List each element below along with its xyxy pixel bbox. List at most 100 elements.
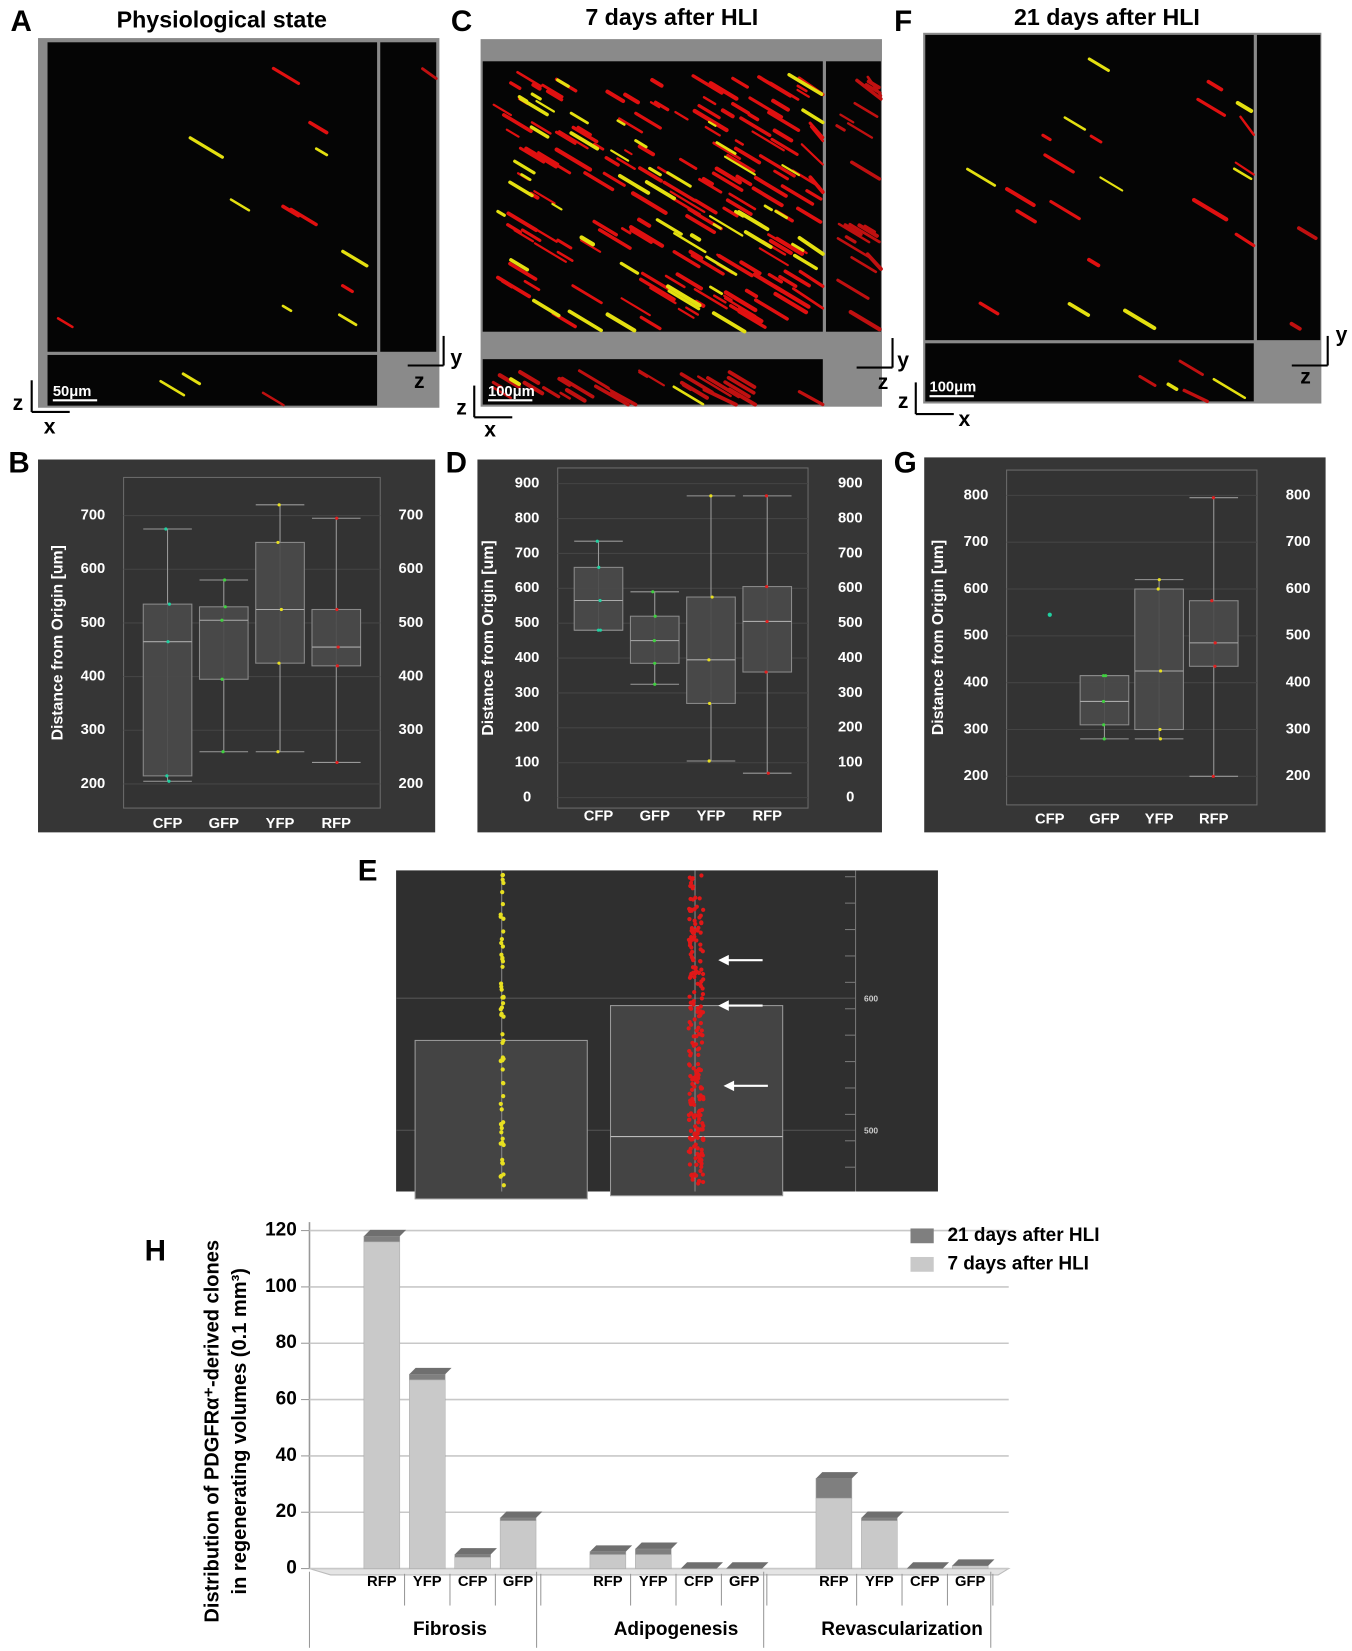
- cell: [753, 298, 789, 321]
- cell-dot: [687, 1062, 692, 1067]
- x-tick-label: RFP: [819, 1574, 849, 1590]
- arrow-head: [718, 1000, 729, 1011]
- cell: [723, 380, 751, 399]
- cell-dot: [500, 890, 505, 895]
- bar-top: [815, 1472, 859, 1479]
- cell: [864, 83, 882, 95]
- y2-tick-label: 600: [1286, 581, 1311, 597]
- cell: [554, 130, 577, 145]
- y-tick-label: 300: [964, 721, 989, 737]
- cell: [691, 74, 724, 95]
- cell: [770, 137, 799, 156]
- cell: [567, 309, 603, 333]
- cell: [508, 261, 538, 281]
- cell-dot: [499, 1107, 504, 1112]
- point: [276, 750, 280, 754]
- point: [653, 682, 657, 686]
- point: [165, 774, 169, 778]
- point: [710, 595, 714, 599]
- cell: [768, 238, 793, 255]
- cell: [731, 101, 751, 115]
- cell-dot: [692, 934, 697, 939]
- cell-dot: [699, 873, 704, 878]
- cell: [610, 149, 630, 162]
- y2-tick-label: 700: [838, 545, 863, 561]
- cell: [850, 256, 878, 274]
- cell: [662, 180, 697, 203]
- bar-segment: [951, 1565, 989, 1569]
- scale-label: 50μm: [53, 384, 92, 400]
- cell: [638, 166, 663, 183]
- cell-dot: [699, 1028, 704, 1033]
- cell-dot: [498, 981, 504, 986]
- cell: [711, 171, 744, 192]
- cell-dot: [499, 1126, 504, 1131]
- point: [335, 516, 339, 520]
- y-tick-label: 800: [964, 487, 989, 503]
- cell-dot: [695, 1006, 701, 1011]
- cell: [978, 301, 1000, 316]
- cell-dot: [690, 1096, 695, 1101]
- cell: [1235, 100, 1254, 113]
- cell-dot: [499, 940, 504, 946]
- cell: [509, 81, 522, 90]
- cell: [1099, 176, 1124, 192]
- cell: [698, 177, 723, 194]
- cell: [796, 84, 808, 93]
- cell: [720, 108, 735, 119]
- cell: [728, 304, 755, 321]
- bar-segment: [815, 1497, 853, 1569]
- legend-swatch: [910, 1256, 934, 1272]
- x-tick-label: CFP: [1035, 812, 1065, 828]
- cell: [513, 229, 535, 243]
- cell-dot: [498, 1174, 503, 1179]
- x-tick-label: GFP: [640, 808, 671, 824]
- cell: [801, 108, 825, 125]
- bar-segment: [363, 1241, 401, 1569]
- cell: [767, 110, 801, 132]
- y2-tick-label: 300: [1286, 721, 1311, 737]
- cell: [1239, 115, 1255, 136]
- cell: [733, 146, 762, 165]
- cell-dot: [700, 971, 706, 977]
- y2-tick-label: 100: [838, 755, 863, 771]
- y-tick-label: 700: [81, 507, 106, 523]
- y-axis-label: Distance from Origin [um]: [49, 545, 66, 740]
- point: [765, 584, 769, 589]
- cell: [341, 249, 369, 268]
- cell: [314, 147, 329, 157]
- x-tick-label: RFP: [367, 1574, 397, 1590]
- arrow-head: [723, 1080, 735, 1092]
- cell: [744, 288, 759, 299]
- bar-top: [363, 1229, 407, 1237]
- cell: [560, 376, 595, 399]
- cell: [853, 101, 879, 118]
- cell: [505, 128, 520, 138]
- cell: [857, 223, 879, 238]
- cell-dot: [700, 992, 706, 997]
- panel-title: Physiological state: [117, 6, 327, 32]
- cell: [848, 222, 881, 244]
- cell-dot: [694, 904, 699, 909]
- x-tick-label: CFP: [684, 1574, 714, 1590]
- group-label: Revascularization: [821, 1619, 983, 1640]
- y-axis-label: Distribution of PDGFRα⁺-derived clones: [202, 1240, 224, 1623]
- cell: [1005, 187, 1036, 208]
- box: [142, 603, 193, 777]
- cell: [865, 252, 883, 271]
- cell: [697, 375, 732, 398]
- x-tick-label: CFP: [910, 1574, 940, 1590]
- cell: [798, 269, 825, 288]
- cell: [685, 214, 717, 235]
- point: [1104, 674, 1108, 678]
- cell-dot: [700, 949, 705, 954]
- cell: [783, 269, 811, 288]
- cell: [640, 271, 671, 291]
- cell-dot: [698, 1157, 703, 1162]
- panel-letter: E: [358, 854, 378, 887]
- y2-tick-label: 900: [838, 476, 863, 492]
- point: [166, 640, 170, 644]
- y-tick-label: 0: [286, 1558, 297, 1579]
- cell-dot: [694, 938, 699, 943]
- bar-top: [409, 1367, 452, 1375]
